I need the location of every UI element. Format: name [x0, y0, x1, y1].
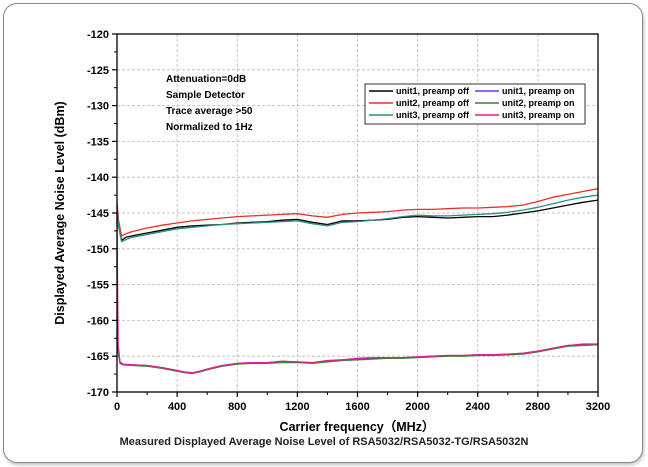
legend-label: unit3, preamp off — [396, 110, 470, 120]
series-line-6 — [116, 212, 598, 375]
x-tick-label: 800 — [228, 401, 246, 413]
annotation-block: Attenuation=0dB Sample Detector Trace av… — [166, 74, 253, 133]
y-tick-label: -165 — [87, 351, 109, 363]
y-tick-label: -130 — [87, 101, 109, 113]
y-tick-label: -140 — [87, 172, 109, 184]
legend-items: unit1, preamp off unit1, preamp on unit2, … — [369, 86, 575, 120]
series-line-3 — [116, 194, 599, 243]
annotation-attenuation: Attenuation=0dB — [166, 74, 246, 85]
series-line-5 — [116, 334, 599, 375]
x-axis-title: Carrier frequency（MHz） — [280, 419, 435, 434]
y-tick-label: -160 — [87, 315, 109, 327]
y-tick-label: -150 — [87, 244, 109, 256]
y-tick-label: -125 — [87, 65, 109, 77]
tick-layer: 0 400 800 1200 1600 2000 2400 2800 3200 -120 -125 -… — [87, 29, 610, 413]
x-tick-label: 2000 — [405, 401, 429, 413]
annotation-trace-average: Trace average >50 — [166, 106, 253, 117]
x-tick-label: 2400 — [466, 401, 490, 413]
y-tick-label: -135 — [87, 136, 109, 148]
y-tick-label: -155 — [87, 280, 109, 292]
x-tick-label: 400 — [168, 401, 186, 413]
series-line-2 — [116, 188, 599, 237]
chart-caption: Measured Displayed Average Noise Level o… — [119, 436, 529, 448]
x-tick-label: 0 — [114, 401, 120, 413]
x-tick-label: 3200 — [586, 401, 610, 413]
legend-label: unit2, preamp off — [396, 98, 470, 108]
legend: unit1, preamp off unit1, preamp on unit2, … — [364, 83, 586, 125]
y-axis-title: Displayed Average Noise Level (dBm) — [53, 101, 67, 324]
legend-label: unit3, preamp on — [502, 110, 575, 120]
y-tick-label: -145 — [87, 208, 109, 220]
x-tick-label: 1200 — [285, 401, 309, 413]
chart-card — [3, 3, 643, 463]
annotation-normalization: Normalized to 1Hz — [166, 122, 253, 133]
x-tick-label: 1600 — [345, 401, 369, 413]
series-layer — [116, 188, 599, 375]
grid-layer — [117, 34, 598, 392]
x-tick-label: 2800 — [526, 401, 550, 413]
legend-label: unit1, preamp off — [396, 86, 470, 96]
y-tick-label: -170 — [87, 387, 109, 399]
annotation-detector: Sample Detector — [166, 90, 245, 101]
legend-label: unit2, preamp on — [502, 98, 575, 108]
y-tick-label: -120 — [87, 29, 109, 41]
legend-label: unit1, preamp on — [502, 86, 575, 96]
series-line-1 — [116, 199, 599, 241]
